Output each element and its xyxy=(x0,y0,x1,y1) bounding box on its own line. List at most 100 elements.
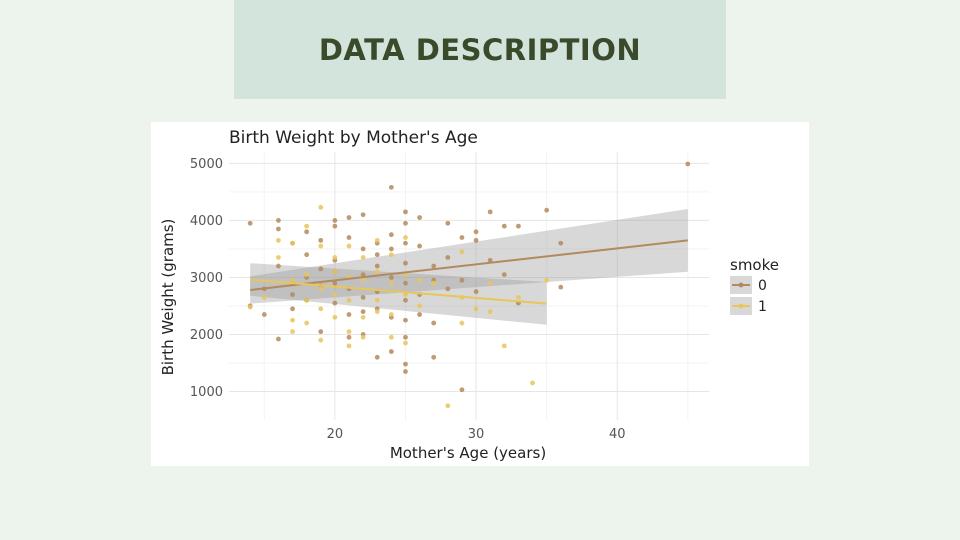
x-tick-label: 40 xyxy=(609,427,626,442)
data-point-smoke-1 xyxy=(501,343,507,349)
data-point-smoke-0 xyxy=(403,334,408,340)
data-point-smoke-1 xyxy=(304,320,310,326)
data-point-smoke-1 xyxy=(388,252,394,258)
data-point-smoke-0 xyxy=(403,317,408,323)
data-point-smoke-0 xyxy=(346,235,352,240)
data-point-smoke-0 xyxy=(304,229,310,235)
data-point-smoke-0 xyxy=(445,255,451,260)
data-point-smoke-1 xyxy=(459,249,465,255)
fit-line-smoke-0 xyxy=(250,239,688,291)
y-tick-label: 4000 xyxy=(190,214,223,229)
fit-line-smoke-1 xyxy=(250,278,547,305)
data-point-smoke-0 xyxy=(473,237,479,243)
data-point-smoke-0 xyxy=(346,334,352,340)
data-point-smoke-0 xyxy=(276,226,281,232)
data-point-smoke-1 xyxy=(374,309,380,315)
data-point-smoke-0 xyxy=(558,284,564,290)
data-point-smoke-1 xyxy=(487,280,493,286)
data-point-smoke-1 xyxy=(374,237,380,243)
data-point-smoke-0 xyxy=(374,252,380,258)
data-point-smoke-1 xyxy=(417,277,422,283)
data-point-smoke-1 xyxy=(304,297,310,303)
data-point-smoke-0 xyxy=(276,263,281,269)
data-point-smoke-0 xyxy=(403,297,408,303)
y-tick-label: 5000 xyxy=(190,157,223,172)
data-point-smoke-0 xyxy=(360,309,366,315)
data-point-smoke-0 xyxy=(332,300,338,306)
data-point-smoke-0 xyxy=(487,209,493,215)
data-point-smoke-1 xyxy=(318,243,324,249)
data-point-smoke-1 xyxy=(332,255,338,260)
data-points xyxy=(247,161,691,409)
data-point-smoke-1 xyxy=(403,235,408,240)
data-point-smoke-1 xyxy=(346,329,352,335)
data-point-smoke-0 xyxy=(360,272,366,277)
data-point-smoke-1 xyxy=(276,237,281,243)
data-point-smoke-0 xyxy=(290,306,295,312)
data-point-smoke-0 xyxy=(431,263,437,269)
data-point-smoke-1 xyxy=(431,280,437,286)
data-point-smoke-1 xyxy=(473,306,479,312)
x-tick-label: 30 xyxy=(468,427,485,442)
data-point-smoke-0 xyxy=(388,246,394,252)
data-point-smoke-1 xyxy=(346,343,352,349)
data-point-smoke-1 xyxy=(360,314,366,320)
data-point-smoke-0 xyxy=(374,354,380,360)
data-point-smoke-0 xyxy=(473,289,479,295)
data-point-smoke-1 xyxy=(304,272,310,277)
data-point-smoke-0 xyxy=(544,207,550,213)
data-point-smoke-0 xyxy=(473,229,479,235)
data-point-smoke-0 xyxy=(276,218,281,223)
data-point-smoke-0 xyxy=(403,361,408,367)
data-point-smoke-1 xyxy=(516,295,521,300)
data-point-smoke-0 xyxy=(332,223,338,229)
y-tick-label: 3000 xyxy=(190,271,223,286)
legend: smoke 0 1 xyxy=(730,256,779,315)
data-point-smoke-1 xyxy=(290,277,295,283)
data-point-smoke-0 xyxy=(318,266,324,272)
data-point-smoke-1 xyxy=(304,223,310,229)
data-point-smoke-1 xyxy=(388,334,394,340)
legend-key-point xyxy=(738,303,744,309)
data-point-smoke-0 xyxy=(431,354,437,360)
data-point-smoke-1 xyxy=(459,320,465,326)
data-point-smoke-0 xyxy=(445,286,451,292)
data-point-smoke-1 xyxy=(544,277,550,283)
confidence-ribbon-1 xyxy=(250,263,547,325)
data-point-smoke-0 xyxy=(417,215,422,220)
data-point-smoke-0 xyxy=(247,220,253,226)
data-point-smoke-1 xyxy=(388,312,394,317)
data-point-smoke-0 xyxy=(374,263,380,269)
data-point-smoke-0 xyxy=(685,161,691,167)
data-point-smoke-0 xyxy=(332,218,338,223)
data-point-smoke-1 xyxy=(346,297,352,303)
data-point-smoke-0 xyxy=(346,215,352,220)
data-point-smoke-0 xyxy=(501,223,507,229)
data-point-smoke-0 xyxy=(318,329,324,335)
y-axis-label: Birth Weight (grams) xyxy=(159,219,177,376)
data-point-smoke-0 xyxy=(346,312,352,317)
x-axis-label: Mother's Age (years) xyxy=(390,444,546,462)
confidence-ribbons xyxy=(250,209,688,325)
y-tick-label: 1000 xyxy=(190,385,223,400)
x-tick-label: 20 xyxy=(327,427,344,442)
data-point-smoke-1 xyxy=(374,269,380,275)
data-point-smoke-1 xyxy=(318,286,324,292)
data-point-smoke-0 xyxy=(388,349,394,354)
data-point-smoke-0 xyxy=(558,240,564,246)
data-point-smoke-0 xyxy=(388,184,394,190)
data-point-smoke-0 xyxy=(403,369,408,374)
data-point-smoke-0 xyxy=(487,257,493,263)
data-point-smoke-0 xyxy=(403,280,408,286)
data-point-smoke-1 xyxy=(247,304,253,310)
data-point-smoke-1 xyxy=(417,303,422,309)
data-point-smoke-1 xyxy=(360,255,366,260)
data-point-smoke-0 xyxy=(360,295,366,300)
data-point-smoke-1 xyxy=(261,295,267,300)
data-point-smoke-1 xyxy=(332,269,338,275)
data-point-smoke-0 xyxy=(516,223,521,229)
data-point-smoke-1 xyxy=(290,317,295,323)
data-point-smoke-0 xyxy=(403,240,408,246)
data-point-smoke-1 xyxy=(318,306,324,312)
data-point-smoke-0 xyxy=(304,252,310,258)
